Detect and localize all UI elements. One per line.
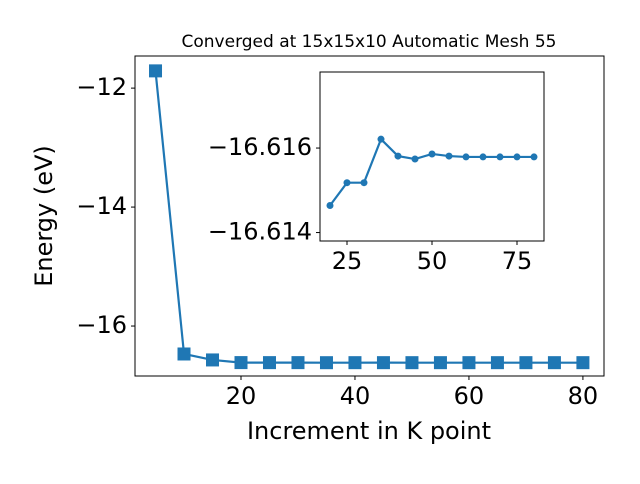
marker — [326, 202, 334, 210]
marker — [348, 356, 362, 370]
marker — [496, 153, 504, 161]
x-tick-label: 80 — [568, 382, 599, 410]
marker — [576, 356, 590, 370]
marker — [262, 356, 276, 370]
marker — [291, 356, 305, 370]
x-tick-label: 25 — [332, 247, 363, 275]
marker — [234, 356, 248, 370]
marker — [343, 179, 351, 187]
chart-title: Converged at 15x15x10 Automatic Mesh 55 — [182, 32, 557, 52]
marker — [433, 356, 447, 370]
marker — [479, 153, 487, 161]
y-tick-label: −16 — [76, 311, 127, 339]
marker — [428, 150, 436, 158]
marker — [360, 179, 368, 187]
x-tick-label: 75 — [502, 247, 533, 275]
marker — [319, 356, 333, 370]
marker — [513, 153, 521, 161]
marker — [411, 155, 419, 163]
marker — [376, 356, 390, 370]
marker — [394, 152, 402, 160]
x-axis-label: Increment in K point — [247, 417, 491, 445]
marker — [206, 353, 220, 367]
marker — [490, 356, 504, 370]
x-tick-label: 20 — [226, 382, 257, 410]
marker — [530, 153, 538, 161]
y-tick-label: −16.616 — [208, 133, 312, 161]
x-tick-label: 60 — [454, 382, 485, 410]
marker — [547, 356, 561, 370]
marker — [519, 356, 533, 370]
x-tick-label: 50 — [417, 247, 448, 275]
y-tick-label: −14 — [76, 192, 127, 220]
marker — [377, 135, 385, 143]
y-tick-label: −12 — [76, 73, 127, 101]
marker — [177, 347, 191, 361]
series-line — [154, 70, 583, 364]
y-tick-label: −16.614 — [208, 218, 312, 246]
marker — [445, 152, 453, 160]
marker — [462, 153, 470, 161]
y-axis-label: Energy (eV) — [30, 145, 58, 287]
marker — [149, 64, 163, 78]
x-tick-label: 40 — [340, 382, 371, 410]
marker — [462, 356, 476, 370]
axes-frame — [134, 55, 605, 377]
marker — [405, 356, 419, 370]
